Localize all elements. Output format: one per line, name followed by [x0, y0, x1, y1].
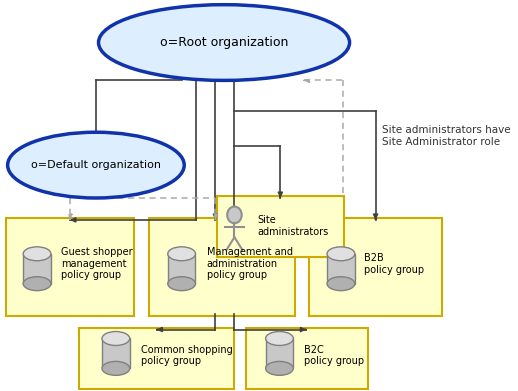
Circle shape	[227, 206, 242, 223]
Text: Guest shopper
management
policy group: Guest shopper management policy group	[61, 247, 133, 280]
Ellipse shape	[98, 5, 350, 81]
Ellipse shape	[168, 247, 195, 261]
Text: o=Default organization: o=Default organization	[31, 160, 161, 170]
Text: B2B
policy group: B2B policy group	[364, 253, 424, 274]
Ellipse shape	[327, 247, 355, 261]
Text: Management and
administration
policy group: Management and administration policy gro…	[207, 247, 293, 280]
FancyBboxPatch shape	[79, 328, 235, 389]
FancyBboxPatch shape	[168, 254, 195, 284]
Text: B2C
policy group: B2C policy group	[304, 344, 364, 366]
Ellipse shape	[266, 361, 293, 375]
FancyBboxPatch shape	[327, 254, 355, 284]
FancyBboxPatch shape	[149, 218, 295, 316]
FancyBboxPatch shape	[23, 254, 51, 284]
FancyBboxPatch shape	[6, 218, 134, 316]
FancyBboxPatch shape	[266, 339, 293, 368]
Ellipse shape	[102, 332, 130, 346]
Text: o=Root organization: o=Root organization	[160, 36, 288, 49]
Text: Site administrators have
Site Administrator role: Site administrators have Site Administra…	[382, 126, 510, 147]
Ellipse shape	[8, 132, 184, 198]
Ellipse shape	[23, 247, 51, 261]
Ellipse shape	[266, 332, 293, 346]
FancyBboxPatch shape	[309, 218, 442, 316]
Ellipse shape	[102, 361, 130, 375]
FancyBboxPatch shape	[102, 339, 130, 368]
Text: Site
administrators: Site administrators	[258, 215, 329, 237]
FancyBboxPatch shape	[217, 196, 344, 257]
Ellipse shape	[327, 277, 355, 291]
Ellipse shape	[23, 277, 51, 291]
Ellipse shape	[168, 277, 195, 291]
Text: Common shopping
policy group: Common shopping policy group	[141, 344, 233, 366]
FancyBboxPatch shape	[246, 328, 368, 389]
